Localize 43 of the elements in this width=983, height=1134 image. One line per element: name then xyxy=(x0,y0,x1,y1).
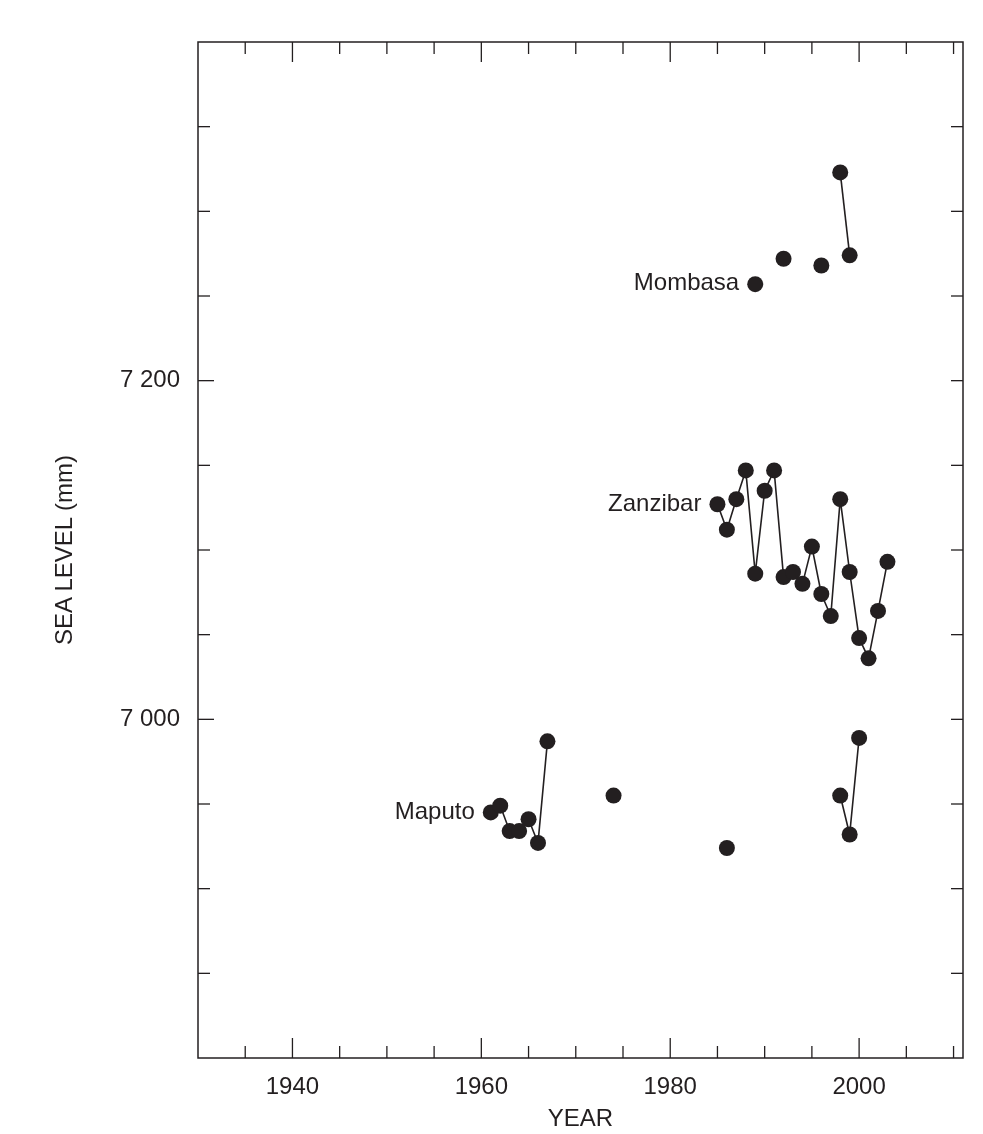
point xyxy=(813,586,830,603)
series-label: Zanzibar xyxy=(608,488,702,516)
point xyxy=(709,496,726,513)
point xyxy=(832,164,849,181)
x-tick-label: 1940 xyxy=(265,1072,320,1099)
point xyxy=(803,538,820,555)
point xyxy=(879,553,896,570)
point xyxy=(728,491,745,508)
point xyxy=(785,564,801,581)
y-axis-title: SEA LEVEL (mm) xyxy=(50,455,77,645)
point xyxy=(492,797,509,814)
point xyxy=(832,787,849,804)
y-tick-label: 7 200 xyxy=(119,365,180,393)
point xyxy=(737,462,754,479)
point xyxy=(747,276,764,293)
point xyxy=(530,834,546,851)
point xyxy=(756,482,773,499)
point xyxy=(766,462,783,479)
point xyxy=(870,602,886,619)
point xyxy=(832,491,849,508)
point xyxy=(841,564,858,581)
point xyxy=(775,250,792,267)
point xyxy=(539,733,556,750)
point xyxy=(718,521,735,538)
point xyxy=(718,840,735,857)
x-tick-label: 1960 xyxy=(454,1072,509,1099)
x-tick-label: 2000 xyxy=(832,1072,886,1099)
series-label: Maputo xyxy=(394,796,475,824)
point xyxy=(841,247,858,264)
point xyxy=(841,826,858,843)
x-axis-title: YEAR xyxy=(547,1104,614,1131)
point xyxy=(860,650,877,667)
point xyxy=(520,811,537,828)
point xyxy=(851,729,868,746)
point xyxy=(605,787,622,804)
point xyxy=(813,257,830,274)
point xyxy=(794,575,811,592)
x-tick-label: 1980 xyxy=(643,1072,697,1099)
point xyxy=(822,608,839,625)
y-tick-label: 7 000 xyxy=(119,703,180,731)
point xyxy=(851,630,868,647)
series-label: Mombasa xyxy=(633,268,740,296)
point xyxy=(747,565,764,582)
